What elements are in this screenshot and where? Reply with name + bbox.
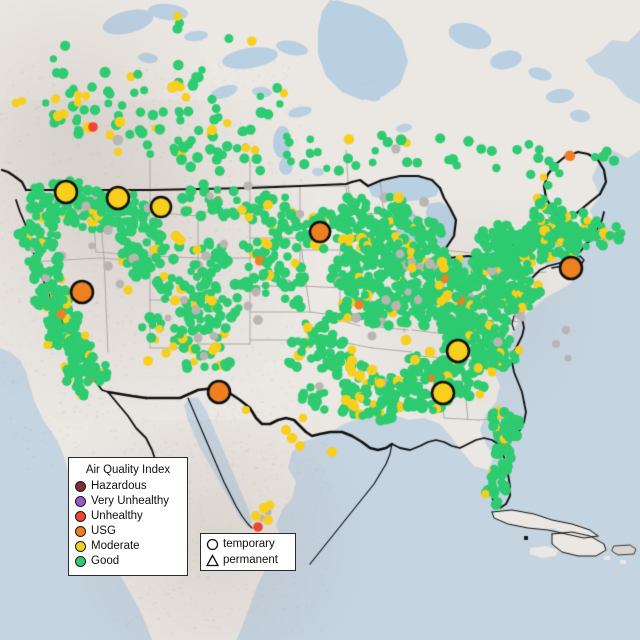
aqi-swatch-icon bbox=[75, 481, 86, 492]
marker-legend-item-permanent[interactable]: permanent bbox=[205, 552, 291, 568]
aqi-legend-item-good[interactable]: Good bbox=[75, 554, 181, 569]
aqi-legend-item-moderate[interactable]: Moderate bbox=[75, 539, 181, 554]
aqi-legend-item-very-unhealthy[interactable]: Very Unhealthy bbox=[75, 494, 181, 509]
aqi-legend-label: Very Unhealthy bbox=[91, 495, 169, 507]
triangle-outline-icon bbox=[205, 553, 220, 568]
aqi-swatch-icon bbox=[75, 526, 86, 537]
aqi-swatch-icon bbox=[75, 541, 86, 552]
aqi-legend-items: Hazardous Very Unhealthy Unhealthy USG Moder… bbox=[75, 479, 181, 569]
aqi-legend-label: Good bbox=[91, 555, 120, 567]
aqi-legend-item-usg[interactable]: USG bbox=[75, 524, 181, 539]
aqi-legend-label: Moderate bbox=[91, 540, 140, 552]
aqi-legend-label: Hazardous bbox=[91, 480, 147, 492]
aqi-legend-item-unhealthy[interactable]: Unhealthy bbox=[75, 509, 181, 524]
marker-legend-label: permanent bbox=[223, 553, 278, 566]
aqi-legend-label: Unhealthy bbox=[91, 510, 143, 522]
aqi-swatch-icon bbox=[75, 496, 86, 507]
aqi-legend-title: Air Quality Index bbox=[85, 464, 171, 476]
marker-legend-item-temporary[interactable]: temporary bbox=[205, 536, 291, 552]
aqi-legend: Air Quality Index Hazardous Very Unhealth… bbox=[68, 457, 188, 576]
aqi-legend-label: USG bbox=[91, 525, 116, 537]
marker-type-legend: temporary permanent bbox=[200, 533, 296, 571]
marker-type-legend-items: temporary permanent bbox=[205, 536, 291, 568]
marker-legend-label: temporary bbox=[223, 537, 275, 550]
aqi-swatch-icon bbox=[75, 556, 86, 567]
circle-outline-icon bbox=[205, 537, 220, 552]
aqi-swatch-icon bbox=[75, 511, 86, 522]
aqi-legend-item-hazardous[interactable]: Hazardous bbox=[75, 479, 181, 494]
